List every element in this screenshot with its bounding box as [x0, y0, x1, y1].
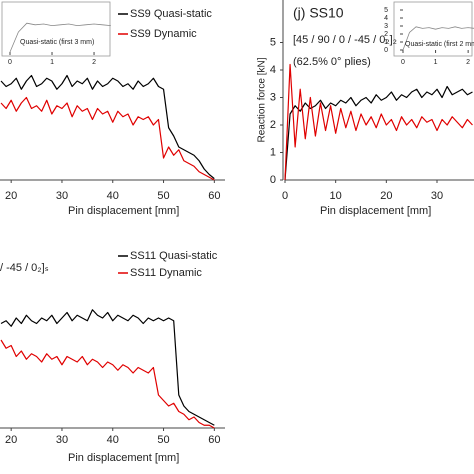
annotation: / -45 / 0₂]ₛ — [0, 262, 49, 274]
data-line — [0, 96, 215, 181]
y-tick-label: 5 — [270, 36, 276, 48]
annotation: [45 / 90 / 0 / -45 / 0₂]₂ — [293, 34, 397, 46]
data-line — [0, 309, 215, 426]
x-tick-label: 50 — [157, 434, 169, 446]
x-axis-label: Pin displacement [mm] — [320, 205, 431, 217]
annotation: Quasi-static (first 2 mm) — [405, 41, 474, 48]
data-line — [284, 85, 473, 181]
inset-frame — [393, 1, 473, 57]
y-tick-label: 4 — [384, 15, 388, 22]
x-tick-label: 30 — [56, 434, 68, 446]
x-tick-label: 1 — [434, 59, 438, 66]
x-tick-label: 40 — [107, 190, 119, 202]
y-tick-label: 2 — [384, 31, 388, 38]
x-tick-label: 1 — [50, 59, 54, 66]
x-tick-label: 40 — [107, 434, 119, 446]
y-tick-label: 3 — [270, 91, 276, 103]
x-tick-label: 0 — [282, 190, 288, 202]
annotation: Quasi-static (first 3 mm) — [20, 39, 94, 46]
y-tick-label: 1 — [270, 146, 276, 158]
y-tick-label: 0 — [270, 174, 276, 186]
y-axis-label: Reaction force [kN] — [257, 57, 268, 142]
y-tick-label: 3 — [384, 23, 388, 30]
x-tick-label: 0 — [401, 59, 405, 66]
data-line — [0, 339, 215, 429]
y-tick-label: 4 — [270, 64, 276, 76]
x-tick-label: 2 — [92, 59, 96, 66]
x-tick-label: 30 — [431, 190, 443, 202]
data-line — [402, 26, 474, 51]
x-tick-label: 50 — [157, 190, 169, 202]
legend-label: SS11 Dynamic — [130, 267, 202, 279]
x-tick-label: 0 — [8, 59, 12, 66]
x-tick-label: 30 — [56, 190, 68, 202]
y-tick-label: 2 — [270, 119, 276, 131]
data-line — [9, 22, 111, 53]
x-tick-label: 60 — [208, 434, 220, 446]
y-tick-label: 0 — [384, 47, 388, 54]
legend-label: SS9 Quasi-static — [130, 8, 212, 20]
legend-label: SS11 Quasi-static — [130, 250, 218, 262]
x-tick-label: 20 — [380, 190, 392, 202]
x-tick-label: 2 — [466, 59, 470, 66]
x-axis-label: Pin displacement [mm] — [68, 205, 179, 217]
annotation: (62.5% 0° plies) — [293, 56, 371, 68]
inset-frame — [1, 1, 111, 57]
chart-title: (j) SS10 — [293, 5, 344, 21]
data-line — [0, 74, 215, 180]
y-tick-label: 5 — [384, 7, 388, 14]
legend-label: SS9 Dynamic — [130, 28, 197, 40]
x-tick-label: 10 — [330, 190, 342, 202]
x-tick-label: 20 — [5, 434, 17, 446]
data-line — [284, 63, 473, 181]
x-tick-label: 60 — [208, 190, 220, 202]
x-tick-label: 20 — [5, 190, 17, 202]
x-axis-label: Pin displacement [mm] — [68, 452, 179, 464]
y-tick-label: 1 — [384, 39, 388, 46]
